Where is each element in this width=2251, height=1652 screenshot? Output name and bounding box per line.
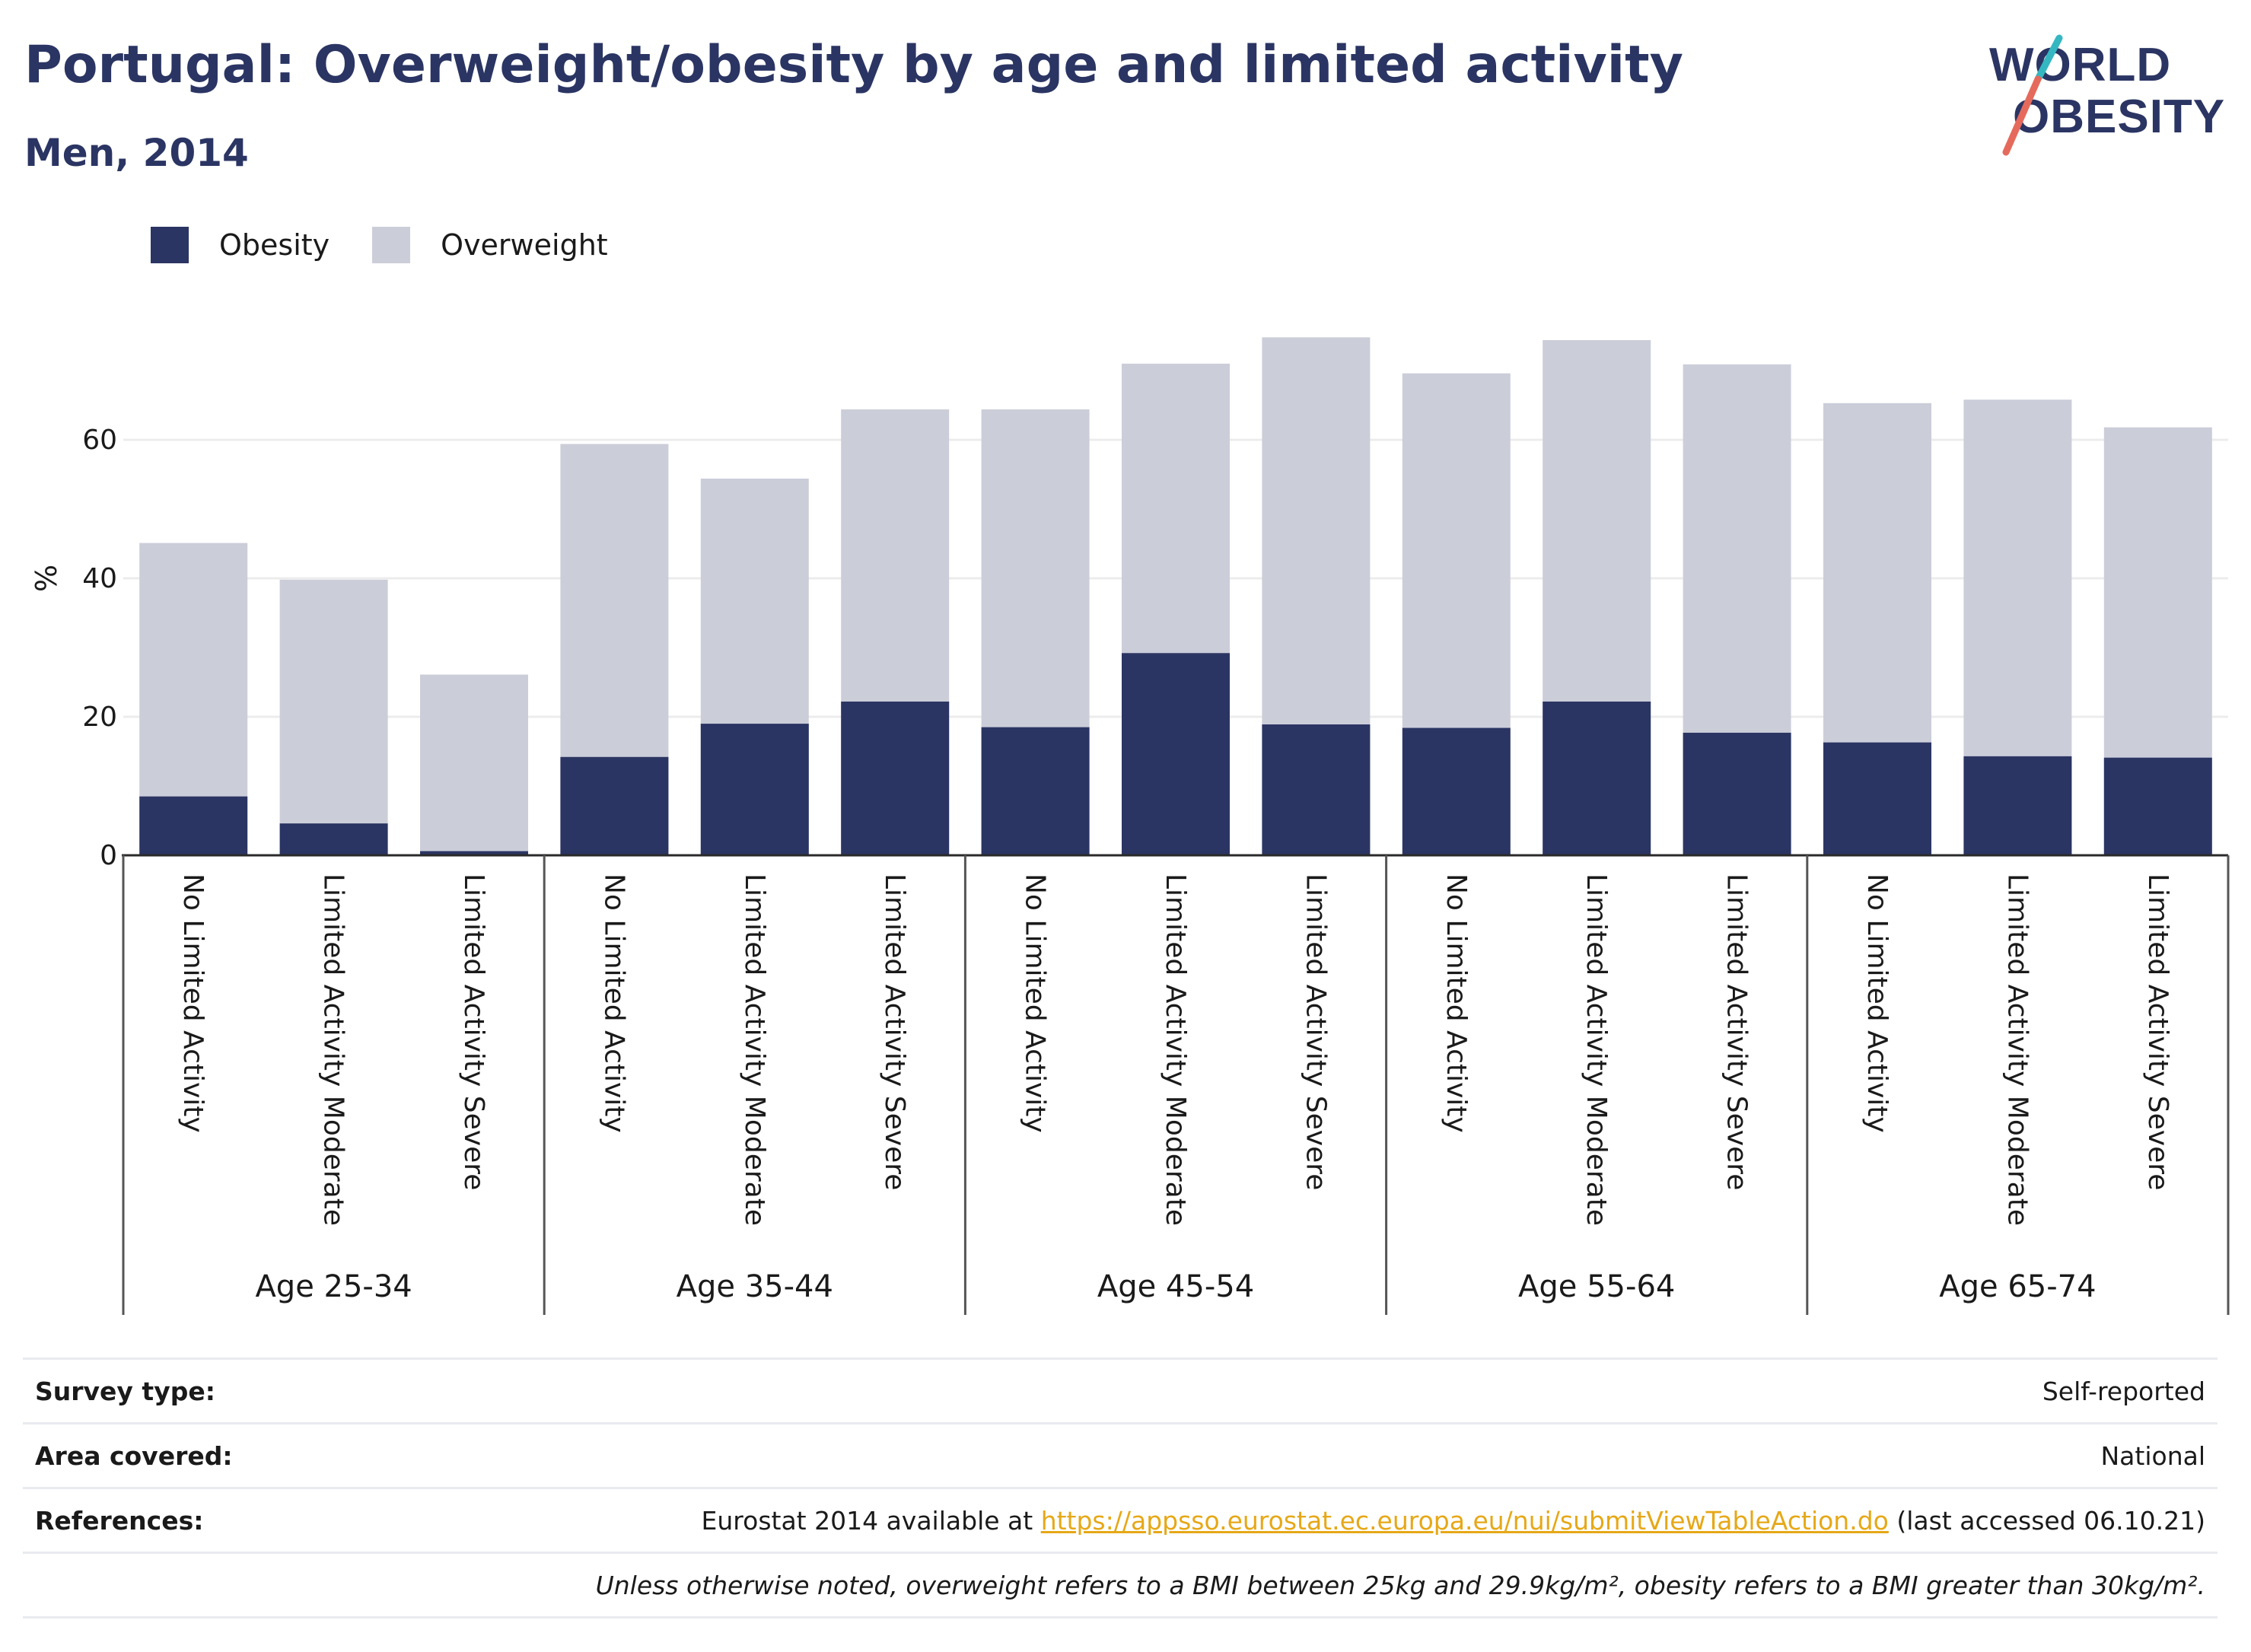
bmi-note: Unless otherwise noted, overweight refer… — [595, 1570, 2205, 1600]
x-tick-label: No Limited Activity — [1020, 874, 1051, 1133]
bar-obesity — [1262, 724, 1371, 855]
bar-obesity — [279, 823, 388, 855]
x-tick-label: No Limited Activity — [598, 874, 629, 1133]
group-label: Age 65-74 — [1939, 1269, 2096, 1304]
x-tick-label: Limited Activity Severe — [879, 874, 910, 1190]
x-tick-label: No Limited Activity — [177, 874, 209, 1133]
legend-item-overweight[interactable]: Overweight — [372, 227, 608, 263]
page-title: Portugal: Overweight/obesity by age and … — [24, 35, 1683, 95]
x-tick-label: Limited Activity Severe — [1300, 874, 1331, 1190]
y-tick-label: 20 — [82, 702, 117, 733]
x-tick-label: Limited Activity Severe — [2142, 874, 2173, 1190]
y-tick-label: 40 — [82, 563, 117, 594]
bar-obesity — [139, 796, 248, 855]
references-label: References: — [35, 1505, 204, 1536]
logo-slash-teal — [2034, 34, 2063, 83]
bar-obesity — [981, 727, 1090, 855]
legend-swatch-obesity — [151, 227, 189, 263]
x-tick-label: Limited Activity Moderate — [318, 874, 349, 1226]
area-covered-value: National — [2100, 1440, 2205, 1471]
references-link[interactable]: https://appsso.eurostat.ec.europa.eu/nui… — [1040, 1505, 1889, 1536]
x-tick-label: Limited Activity Moderate — [739, 874, 770, 1226]
x-tick-label: No Limited Activity — [1441, 874, 1472, 1133]
bar-overweight — [420, 674, 528, 855]
world-obesity-logo: WORLD OBESITY — [1989, 34, 2225, 156]
group-label: Age 45-54 — [1097, 1269, 1254, 1304]
bar-obesity — [1402, 727, 1511, 855]
legend-swatch-overweight — [372, 227, 411, 263]
survey-type-row: Survey type: Self-reported — [23, 1358, 2218, 1422]
bar-chart: 0 20 40 60% No Limited Activity Limited Activ… — [30, 337, 2230, 1315]
y-tick-label: 60 — [82, 425, 117, 456]
group-label: Age 25-34 — [255, 1269, 412, 1304]
bar-obesity — [2103, 757, 2212, 855]
group-label: Age 55-64 — [1518, 1269, 1675, 1304]
legend-item-obesity[interactable]: Obesity — [151, 227, 330, 263]
x-tick-label: Limited Activity Moderate — [1581, 874, 1612, 1226]
logo-line-2: OBESITY — [2013, 91, 2225, 143]
bar-obesity — [1683, 732, 1791, 855]
x-tick-label: Limited Activity Severe — [1721, 874, 1753, 1190]
x-tick-label: No Limited Activity — [1861, 874, 1893, 1133]
logo-slash-red — [2002, 75, 2042, 156]
area-covered-label: Area covered: — [35, 1440, 233, 1471]
legend-label-overweight: Overweight — [441, 228, 608, 262]
references-prefix: Eurostat 2014 available at — [701, 1505, 1041, 1536]
survey-type-label: Survey type: — [35, 1376, 215, 1406]
bar-overweight — [279, 579, 388, 855]
x-tick-label: Limited Activity Moderate — [2001, 874, 2033, 1226]
bar-obesity — [700, 724, 809, 855]
bar-obesity — [420, 851, 528, 855]
y-tick-label: 0 — [100, 840, 117, 871]
bar-obesity — [1122, 653, 1230, 855]
survey-type-value: Self-reported — [2042, 1376, 2205, 1406]
bar-obesity — [841, 701, 950, 855]
x-tick-label: Limited Activity Moderate — [1160, 874, 1191, 1226]
info-table: Survey type: Self-reported Area covered:… — [23, 1358, 2218, 1619]
y-axis-label: % — [30, 565, 63, 592]
bar-obesity — [1543, 701, 1651, 855]
group-label: Age 35-44 — [677, 1269, 833, 1304]
bar-obesity — [560, 756, 669, 855]
legend-label-obesity: Obesity — [219, 228, 330, 262]
references-value: Eurostat 2014 available at https://appss… — [702, 1506, 2218, 1536]
bmi-note-row: Unless otherwise noted, overweight refer… — [23, 1552, 2218, 1619]
bar-obesity — [1963, 756, 2072, 855]
references-suffix: (last accessed 06.10.21) — [1888, 1505, 2205, 1536]
x-tick-label: Limited Activity Severe — [458, 874, 489, 1190]
bar-obesity — [1823, 742, 1931, 855]
chart-legend: Obesity Overweight — [151, 222, 651, 268]
references-row: References: Eurostat 2014 available at h… — [23, 1487, 2218, 1552]
area-covered-row: Area covered: National — [23, 1422, 2218, 1487]
page-subtitle: Men, 2014 — [24, 131, 249, 175]
logo-line-1: WORLD — [1989, 39, 2171, 91]
